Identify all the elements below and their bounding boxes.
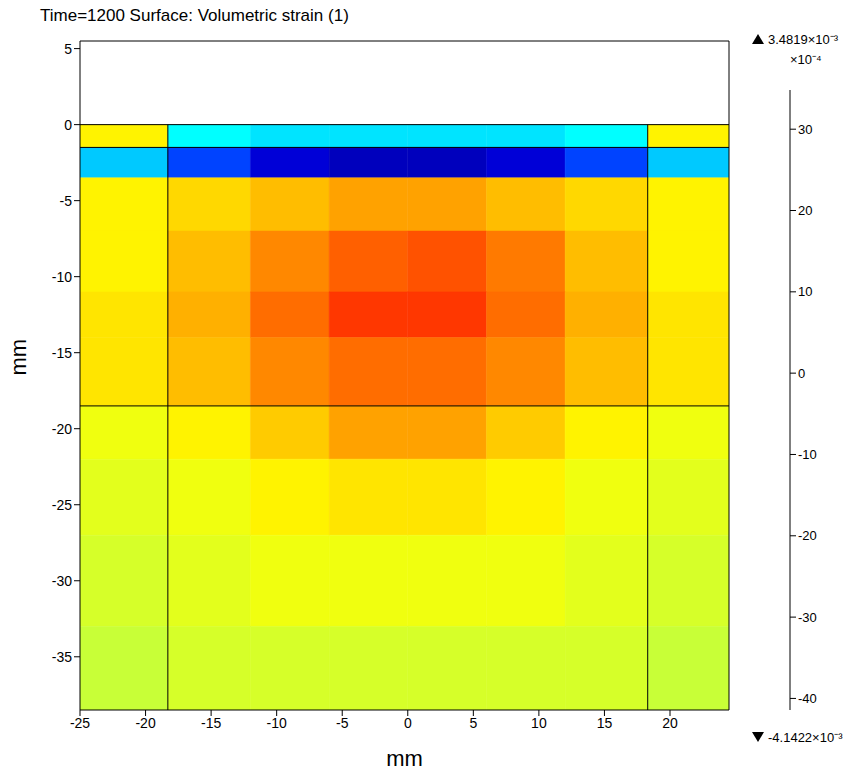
svg-text:0: 0 [64, 117, 72, 133]
svg-text:-5: -5 [336, 715, 349, 731]
svg-text:-25: -25 [52, 497, 72, 513]
html-text:-4.1422×10⁻³: -4.1422×10⁻³ [768, 730, 843, 745]
svg-text:-10: -10 [52, 269, 72, 285]
svg-text:-15: -15 [52, 345, 72, 361]
svg-text:5: 5 [469, 715, 477, 731]
svg-text:-25: -25 [70, 715, 90, 731]
svg-text:-30: -30 [798, 610, 817, 625]
svg-text:10: 10 [531, 715, 547, 731]
svg-text:-20: -20 [135, 715, 155, 731]
html-text:Time=1200 Surface: Volumetric: Time=1200 Surface: Volumetric strain (1) [40, 6, 349, 25]
svg-text:10: 10 [798, 284, 812, 299]
svg-text:-20: -20 [798, 528, 817, 543]
svg-text:-30: -30 [52, 573, 72, 589]
svg-text:-15: -15 [201, 715, 221, 731]
svg-text:-5: -5 [60, 193, 73, 209]
svg-text:15: 15 [597, 715, 613, 731]
html-text:3.4819×10⁻³: 3.4819×10⁻³ [768, 32, 839, 47]
svg-text:0: 0 [404, 715, 412, 731]
svg-text:-10: -10 [267, 715, 287, 731]
svg-text:20: 20 [662, 715, 678, 731]
svg-text:0: 0 [798, 366, 805, 381]
svg-text:-40: -40 [798, 691, 817, 706]
svg-text:mm: mm [386, 746, 423, 771]
svg-text:-35: -35 [52, 649, 72, 665]
html-text:×10⁻⁴: ×10⁻⁴ [790, 52, 822, 67]
svg-text:-20: -20 [52, 421, 72, 437]
svg-text:-10: -10 [798, 447, 817, 462]
svg-text:mm: mm [6, 339, 31, 376]
svg-text:30: 30 [798, 122, 812, 137]
svg-text:20: 20 [798, 203, 812, 218]
svg-text:5: 5 [64, 41, 72, 57]
